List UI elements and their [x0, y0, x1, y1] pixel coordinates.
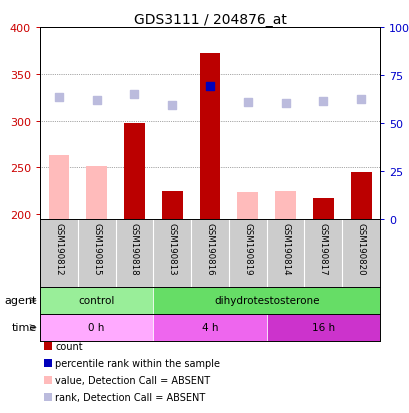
Text: time: time: [12, 323, 37, 333]
Text: GSM190815: GSM190815: [92, 223, 101, 275]
Text: value, Detection Call = ABSENT: value, Detection Call = ABSENT: [55, 375, 210, 385]
Bar: [199, 54, 220, 219]
Point: [357, 97, 364, 103]
Bar: [274, 192, 295, 219]
Text: dihydrotestosterone: dihydrotestosterone: [213, 296, 319, 306]
Point: [131, 92, 137, 99]
Bar: [153, 287, 379, 314]
Bar: [266, 314, 379, 341]
Text: GSM190819: GSM190819: [243, 223, 252, 275]
Bar: [350, 173, 371, 219]
Text: GSM190816: GSM190816: [205, 223, 214, 275]
Text: rank, Detection Call = ABSENT: rank, Detection Call = ABSENT: [55, 392, 205, 402]
Text: control: control: [78, 296, 115, 306]
Bar: [162, 192, 182, 219]
Text: count: count: [55, 341, 83, 351]
Point: [169, 102, 175, 109]
Text: GSM190820: GSM190820: [356, 223, 365, 275]
Point: [319, 98, 326, 105]
Bar: [48, 156, 69, 219]
Text: GSM190818: GSM190818: [130, 223, 139, 275]
Bar: [40, 314, 153, 341]
Point: [244, 100, 250, 106]
Text: GSM190813: GSM190813: [167, 223, 176, 275]
Bar: [153, 314, 266, 341]
Text: percentile rank within the sample: percentile rank within the sample: [55, 358, 220, 368]
Text: GSM190817: GSM190817: [318, 223, 327, 275]
Text: GSM190814: GSM190814: [281, 223, 289, 275]
Text: 4 h: 4 h: [201, 323, 218, 333]
Bar: [86, 166, 107, 219]
Title: GDS3111 / 204876_at: GDS3111 / 204876_at: [133, 13, 286, 27]
Text: 16 h: 16 h: [311, 323, 334, 333]
Text: agent: agent: [4, 296, 37, 306]
Text: GSM190812: GSM190812: [54, 223, 63, 275]
Point: [56, 95, 62, 101]
Text: 0 h: 0 h: [88, 323, 105, 333]
Point: [281, 100, 288, 107]
Point: [206, 83, 213, 90]
Bar: [40, 287, 153, 314]
Bar: [124, 124, 144, 219]
Bar: [312, 199, 333, 219]
Bar: [237, 192, 258, 219]
Point: [93, 97, 100, 104]
